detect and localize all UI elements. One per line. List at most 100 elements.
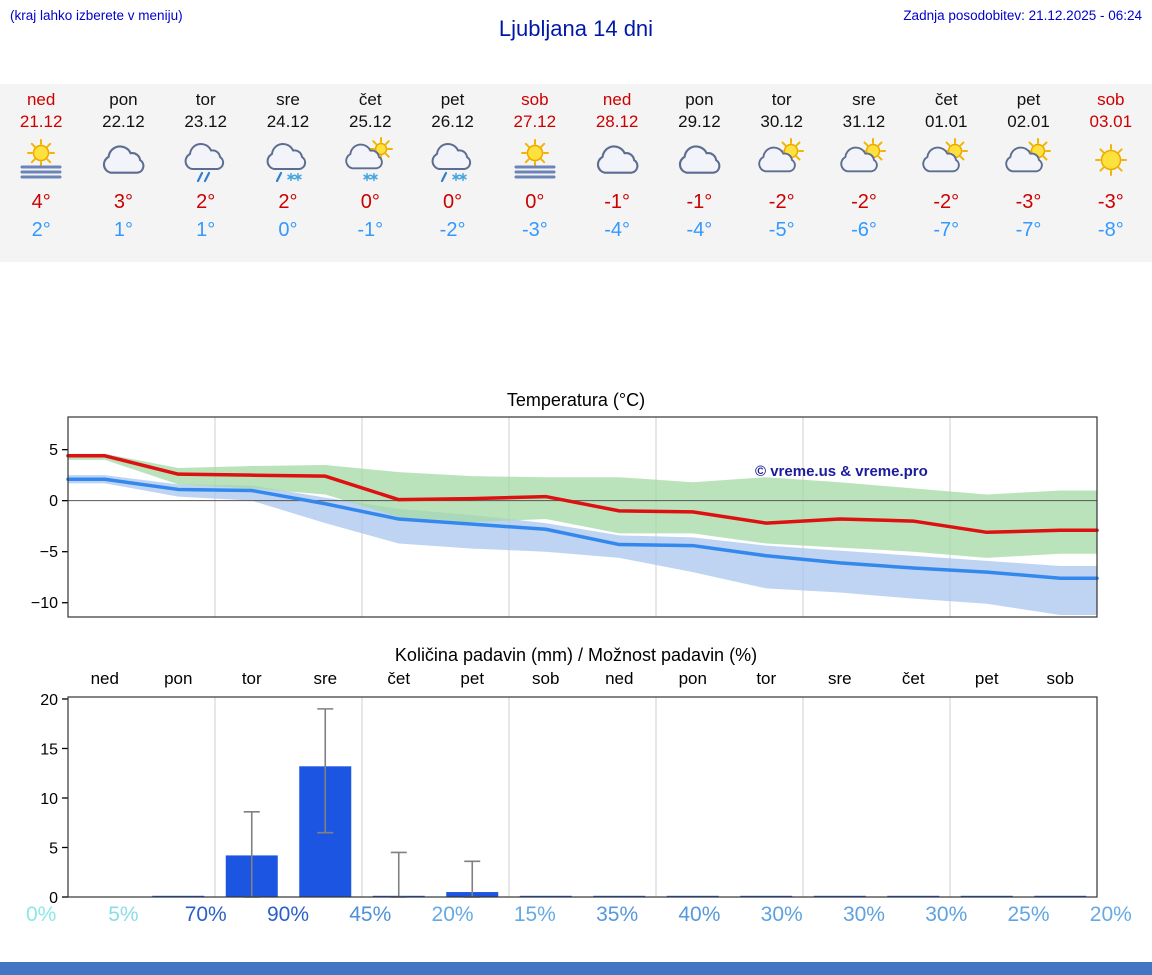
precip-probability: 35% — [596, 903, 639, 926]
day-name: sre — [852, 90, 876, 109]
temp-max: 2° — [196, 191, 216, 213]
precip-probability: 0% — [25, 903, 57, 926]
partly-sunny-icon — [757, 138, 804, 173]
precip-probability: 20% — [1089, 903, 1132, 926]
temp-min: 1° — [113, 219, 133, 241]
day-date: 28.12 — [595, 112, 639, 131]
svg-text:10: 10 — [40, 791, 58, 808]
precip-probability: 25% — [1007, 903, 1050, 926]
day-name: čet — [934, 90, 958, 109]
day-name: tor — [771, 90, 792, 109]
menu-hint: (kraj lahko izberete v meniju) — [10, 8, 183, 23]
svg-text:5: 5 — [49, 442, 58, 459]
last-updated: Zadnja posodobitev: 21.12.2025 - 06:24 — [903, 8, 1142, 23]
precip-probability: 20% — [431, 903, 474, 926]
day-date: 30.12 — [760, 112, 803, 131]
day-name: čet — [358, 90, 382, 109]
svg-text:−5: −5 — [40, 544, 58, 561]
day-column: sre 31.12 -2° -6° — [823, 84, 905, 262]
temp-max: 3° — [113, 191, 133, 213]
day-column: tor 30.12 -2° -5° — [741, 84, 823, 262]
day-date: 03.01 — [1089, 112, 1133, 131]
temp-max: -3° — [1015, 191, 1042, 213]
day-name: sre — [276, 90, 300, 109]
precip-probability: 30% — [842, 903, 885, 926]
day-label: pet — [460, 669, 484, 688]
svg-text:−10: −10 — [31, 595, 58, 612]
day-label: ned — [605, 669, 633, 688]
temp-min: -5° — [768, 219, 795, 241]
day-column: pon 22.12 3° 1° — [82, 84, 164, 262]
temp-min: -1° — [357, 219, 384, 241]
precipitation-chart: ned pon tor sre čet pet sob ned pon tor sre čet pet s… — [40, 669, 1098, 905]
day-column: pon 29.12 -1° -4° — [658, 84, 740, 262]
day-date: 29.12 — [678, 112, 721, 131]
precip-probability: 30% — [760, 903, 803, 926]
day-label: sre — [313, 669, 337, 688]
svg-text:0: 0 — [49, 493, 58, 510]
day-column: sre 24.12 2° 0° — [247, 84, 329, 262]
temperature-chart-title: Temperatura (°C) — [506, 390, 646, 410]
day-column: tor 23.12 2° 1° — [165, 84, 247, 262]
day-column: sob 03.01 -3° -8° — [1070, 84, 1152, 262]
day-name: ned — [26, 90, 56, 109]
sunny-icon — [1094, 144, 1127, 176]
forecast-strip: ned 21.12 4° 2° pon 22.12 3° 1° tor 23.12 2° 1° sre 2… — [0, 84, 1152, 262]
precip-probability: 15% — [513, 903, 556, 926]
precip-probability: 5% — [108, 903, 139, 926]
precip-probability-row: 0% 5% 70% 90% 45% 20% 15% 35% 40% 30% 30% 30% 25% 20% — [0, 903, 1152, 927]
day-date: 31.12 — [842, 112, 886, 131]
precip-probability: 40% — [678, 903, 721, 926]
day-label: tor — [756, 669, 776, 688]
temp-min: -4° — [686, 219, 713, 241]
day-label: pon — [679, 669, 707, 688]
day-column: sob 27.12 0° -3° — [494, 84, 576, 262]
temp-max: 0° — [442, 191, 463, 213]
svg-text:20: 20 — [40, 692, 58, 709]
day-date: 21.12 — [19, 112, 63, 131]
temp-min: -4° — [604, 219, 630, 241]
day-column: pet 02.01 -3° -7° — [987, 84, 1069, 262]
day-date: 23.12 — [184, 112, 227, 131]
day-date: 27.12 — [513, 112, 557, 131]
day-date: 25.12 — [348, 112, 392, 131]
day-label: pet — [975, 669, 999, 688]
temp-min: -2° — [439, 219, 466, 241]
sleet-icon — [431, 142, 471, 183]
precip-probability: 70% — [184, 903, 227, 926]
snow-partly-icon — [345, 137, 394, 182]
footer-bar — [0, 962, 1152, 975]
day-label: sob — [532, 669, 559, 688]
temp-max: -2° — [768, 191, 795, 213]
svg-text:15: 15 — [40, 741, 58, 758]
day-name: sob — [521, 90, 549, 109]
temp-min: -7° — [933, 219, 960, 241]
temp-max: 0° — [525, 191, 545, 213]
temp-min: -6° — [851, 219, 877, 241]
temp-min: -3° — [521, 219, 548, 241]
temp-min: -8° — [1097, 219, 1124, 241]
page-title: Ljubljana 14 dni — [498, 16, 654, 41]
day-date: 01.01 — [924, 112, 968, 131]
precip-probability: 90% — [266, 903, 309, 926]
temp-max: 4° — [31, 191, 51, 213]
day-column: ned 28.12 -1° -4° — [576, 84, 658, 262]
cloudy-icon — [679, 145, 721, 174]
day-name: pon — [109, 90, 138, 109]
temp-max: -1° — [604, 191, 630, 213]
watermark: © vreme.us & vreme.pro — [755, 463, 928, 480]
day-name: pet — [1016, 90, 1041, 109]
precip-probability: 30% — [925, 903, 968, 926]
day-label: pon — [164, 669, 192, 688]
day-date: 26.12 — [431, 112, 474, 131]
sleet-icon — [266, 142, 307, 183]
temp-min: -7° — [1015, 219, 1042, 241]
day-label: sob — [1047, 669, 1074, 688]
day-label: čet — [902, 669, 925, 688]
partly-sunny-icon — [840, 138, 886, 173]
temp-max: 2° — [278, 191, 298, 213]
day-name: sob — [1097, 90, 1125, 109]
day-column: čet 01.01 -2° -7° — [905, 84, 987, 262]
day-date: 02.01 — [1007, 112, 1050, 131]
sun-fog-icon — [20, 139, 62, 179]
